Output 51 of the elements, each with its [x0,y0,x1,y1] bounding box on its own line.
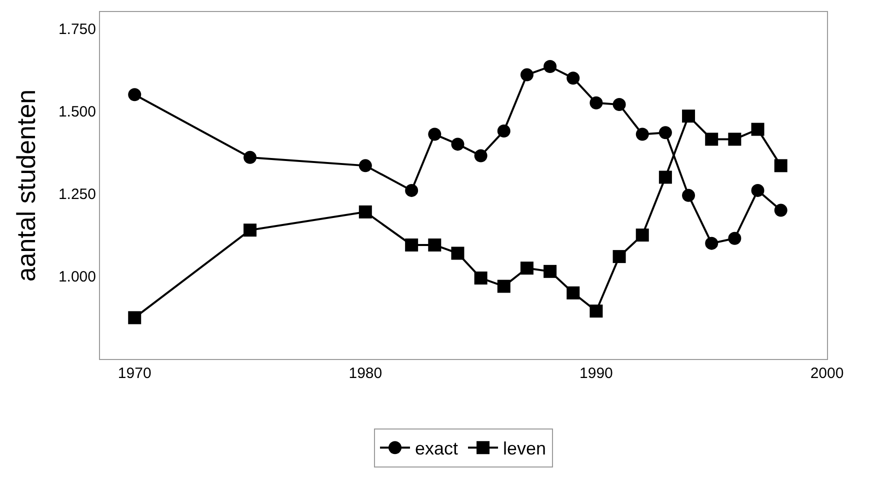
point [520,68,534,82]
point [728,232,742,245]
point [636,228,649,242]
legend-label: leven [503,438,546,459]
point [244,150,257,164]
point [751,184,764,197]
point [128,311,142,324]
point [474,149,488,162]
point [705,132,718,146]
y-axis-title: aantal studenten [10,89,41,282]
legend-label: exact [415,438,458,459]
point [451,138,464,151]
point [428,128,442,141]
y-tick-label: 1.000 [58,268,96,286]
point [358,159,372,172]
point [774,204,788,217]
point [590,304,603,318]
point [566,286,580,300]
point [405,238,418,252]
point [590,96,603,110]
point [682,188,696,202]
point [451,246,464,260]
x-tick-label: 2000 [810,365,844,382]
point [751,122,764,136]
point [544,264,557,278]
point [636,128,649,141]
point [658,126,672,140]
point [497,280,510,293]
point [566,72,580,85]
point [520,262,534,275]
point [497,124,510,138]
point [658,170,672,184]
point [612,250,626,264]
point [612,98,626,112]
x-tick-label: 1980 [348,365,382,382]
point [128,88,142,102]
x-tick-label: 1970 [118,365,152,382]
point [774,159,788,172]
point [544,60,557,74]
y-tick-label: 1.500 [58,103,96,120]
point [728,132,742,146]
point [705,236,718,250]
y-tick-label: 1.250 [58,186,96,204]
point [474,272,488,285]
y-tick-label: 1.750 [58,20,96,38]
x-tick-label: 1990 [580,365,613,382]
point [358,205,372,218]
point [428,238,442,252]
point [682,110,696,123]
point [244,224,257,237]
point [405,184,418,197]
